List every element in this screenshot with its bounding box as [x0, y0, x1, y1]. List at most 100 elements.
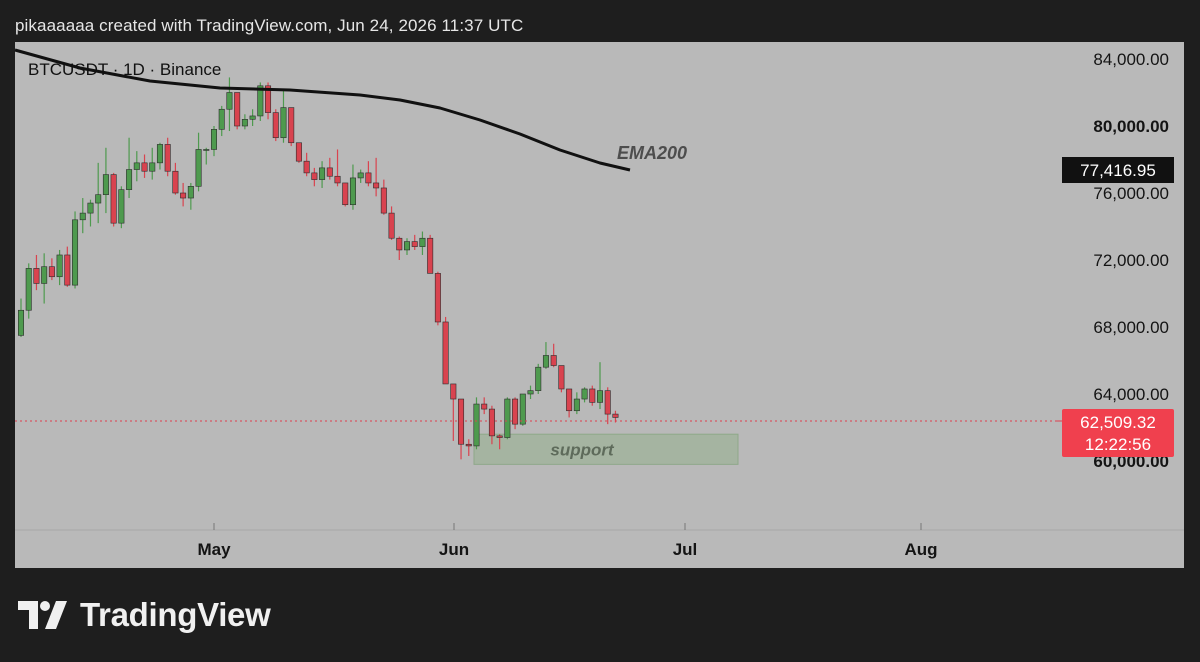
candle-up[interactable]: [249, 115, 256, 120]
candle-down[interactable]: [342, 182, 349, 206]
candle-down[interactable]: [411, 241, 418, 247]
y-tick-label: 76,000.00: [1093, 184, 1169, 203]
candle-down[interactable]: [110, 174, 117, 224]
y-tick-label: 72,000.00: [1093, 251, 1169, 270]
candle-up[interactable]: [419, 237, 426, 247]
support-zone[interactable]: [473, 433, 739, 465]
candle-down[interactable]: [465, 443, 472, 447]
candle-down[interactable]: [288, 107, 295, 144]
candle-down[interactable]: [311, 172, 318, 180]
candle-up[interactable]: [596, 390, 603, 403]
candle-down[interactable]: [334, 175, 341, 184]
candles-group: [17, 77, 619, 460]
candle-up[interactable]: [519, 393, 526, 425]
candle-up[interactable]: [17, 309, 24, 336]
candle-down[interactable]: [566, 388, 573, 412]
candle-up[interactable]: [319, 167, 326, 180]
candle-down[interactable]: [48, 266, 55, 278]
candle-down[interactable]: [388, 212, 395, 239]
bar-countdown: 12:22:56: [1085, 435, 1151, 454]
candle-up[interactable]: [79, 212, 86, 221]
candle-down[interactable]: [512, 398, 519, 425]
candle-down[interactable]: [295, 142, 302, 162]
candle-up[interactable]: [25, 268, 32, 311]
candle-up[interactable]: [535, 366, 542, 391]
ema200-price-tag: [1062, 157, 1174, 183]
candle-up[interactable]: [195, 149, 202, 187]
candle-up[interactable]: [156, 144, 163, 164]
candle-down[interactable]: [164, 144, 171, 172]
candle-up[interactable]: [56, 254, 63, 278]
chart-panel[interactable]: [15, 42, 1184, 568]
candle-up[interactable]: [72, 219, 79, 286]
candle-down[interactable]: [365, 172, 372, 184]
y-tick-label: 68,000.00: [1093, 318, 1169, 337]
candle-down[interactable]: [326, 167, 333, 177]
x-tick-label: Aug: [904, 540, 937, 559]
tradingview-logo-icon: [18, 601, 67, 629]
chart-attribution: pikaaaaaa created with TradingView.com, …: [15, 16, 524, 35]
candle-up[interactable]: [102, 174, 109, 195]
candle-down[interactable]: [172, 170, 179, 194]
candle-down[interactable]: [380, 187, 387, 214]
candle-down[interactable]: [550, 355, 557, 366]
candle-up[interactable]: [403, 241, 410, 251]
candle-down[interactable]: [265, 85, 272, 113]
last-price-value: 62,509.32: [1080, 413, 1156, 432]
candle-down[interactable]: [450, 383, 457, 400]
candle-down[interactable]: [33, 268, 40, 284]
candle-down[interactable]: [481, 403, 488, 410]
candle-up[interactable]: [133, 162, 140, 170]
candle-up[interactable]: [211, 129, 218, 150]
tradingview-logo: TradingView: [18, 596, 271, 634]
candle-up[interactable]: [149, 162, 156, 172]
candle-down[interactable]: [434, 273, 441, 323]
candle-up[interactable]: [218, 108, 225, 130]
candle-up[interactable]: [95, 194, 102, 204]
candle-down[interactable]: [604, 390, 611, 415]
tradingview-wordmark: TradingView: [80, 596, 271, 633]
y-tick-label: 84,000.00: [1093, 50, 1169, 69]
candle-down[interactable]: [488, 408, 495, 437]
candle-up[interactable]: [581, 388, 588, 400]
last-price-tag: [1062, 409, 1174, 457]
candle-up[interactable]: [473, 403, 480, 447]
candle-up[interactable]: [41, 266, 48, 284]
symbol-label: BTCUSDT · 1D · Binance: [28, 60, 222, 79]
candle-down[interactable]: [558, 365, 565, 390]
candle-up[interactable]: [257, 85, 264, 117]
candle-up[interactable]: [226, 92, 233, 110]
candle-down[interactable]: [427, 237, 434, 274]
candle-down[interactable]: [612, 413, 619, 418]
candle-up[interactable]: [187, 186, 194, 199]
candle-down[interactable]: [589, 388, 596, 403]
candle-down[interactable]: [64, 254, 71, 286]
candle-down[interactable]: [234, 92, 241, 127]
candle-up[interactable]: [203, 149, 210, 151]
candle-up[interactable]: [573, 398, 580, 412]
candle-up[interactable]: [357, 172, 364, 179]
candle-up[interactable]: [542, 355, 549, 368]
candle-down[interactable]: [303, 160, 310, 174]
candle-down[interactable]: [496, 435, 503, 438]
candle-up[interactable]: [349, 177, 356, 206]
support-zone-label: support: [550, 440, 615, 459]
candle-down[interactable]: [141, 162, 148, 172]
candle-down[interactable]: [396, 237, 403, 251]
candle-down[interactable]: [272, 112, 279, 139]
candle-down[interactable]: [180, 192, 187, 199]
candle-down[interactable]: [458, 398, 465, 445]
candle-up[interactable]: [527, 390, 534, 395]
candle-down[interactable]: [442, 321, 449, 385]
candle-up[interactable]: [118, 189, 125, 224]
ema200-line[interactable]: [14, 48, 631, 172]
candle-down[interactable]: [373, 182, 380, 189]
candle-up[interactable]: [126, 169, 133, 190]
ema200-label: EMA200: [617, 143, 687, 163]
candle-up[interactable]: [504, 398, 511, 438]
candle-up[interactable]: [280, 107, 287, 139]
y-tick-label: 80,000.00: [1093, 117, 1169, 136]
candle-up[interactable]: [87, 202, 94, 214]
candle-up[interactable]: [241, 119, 248, 127]
